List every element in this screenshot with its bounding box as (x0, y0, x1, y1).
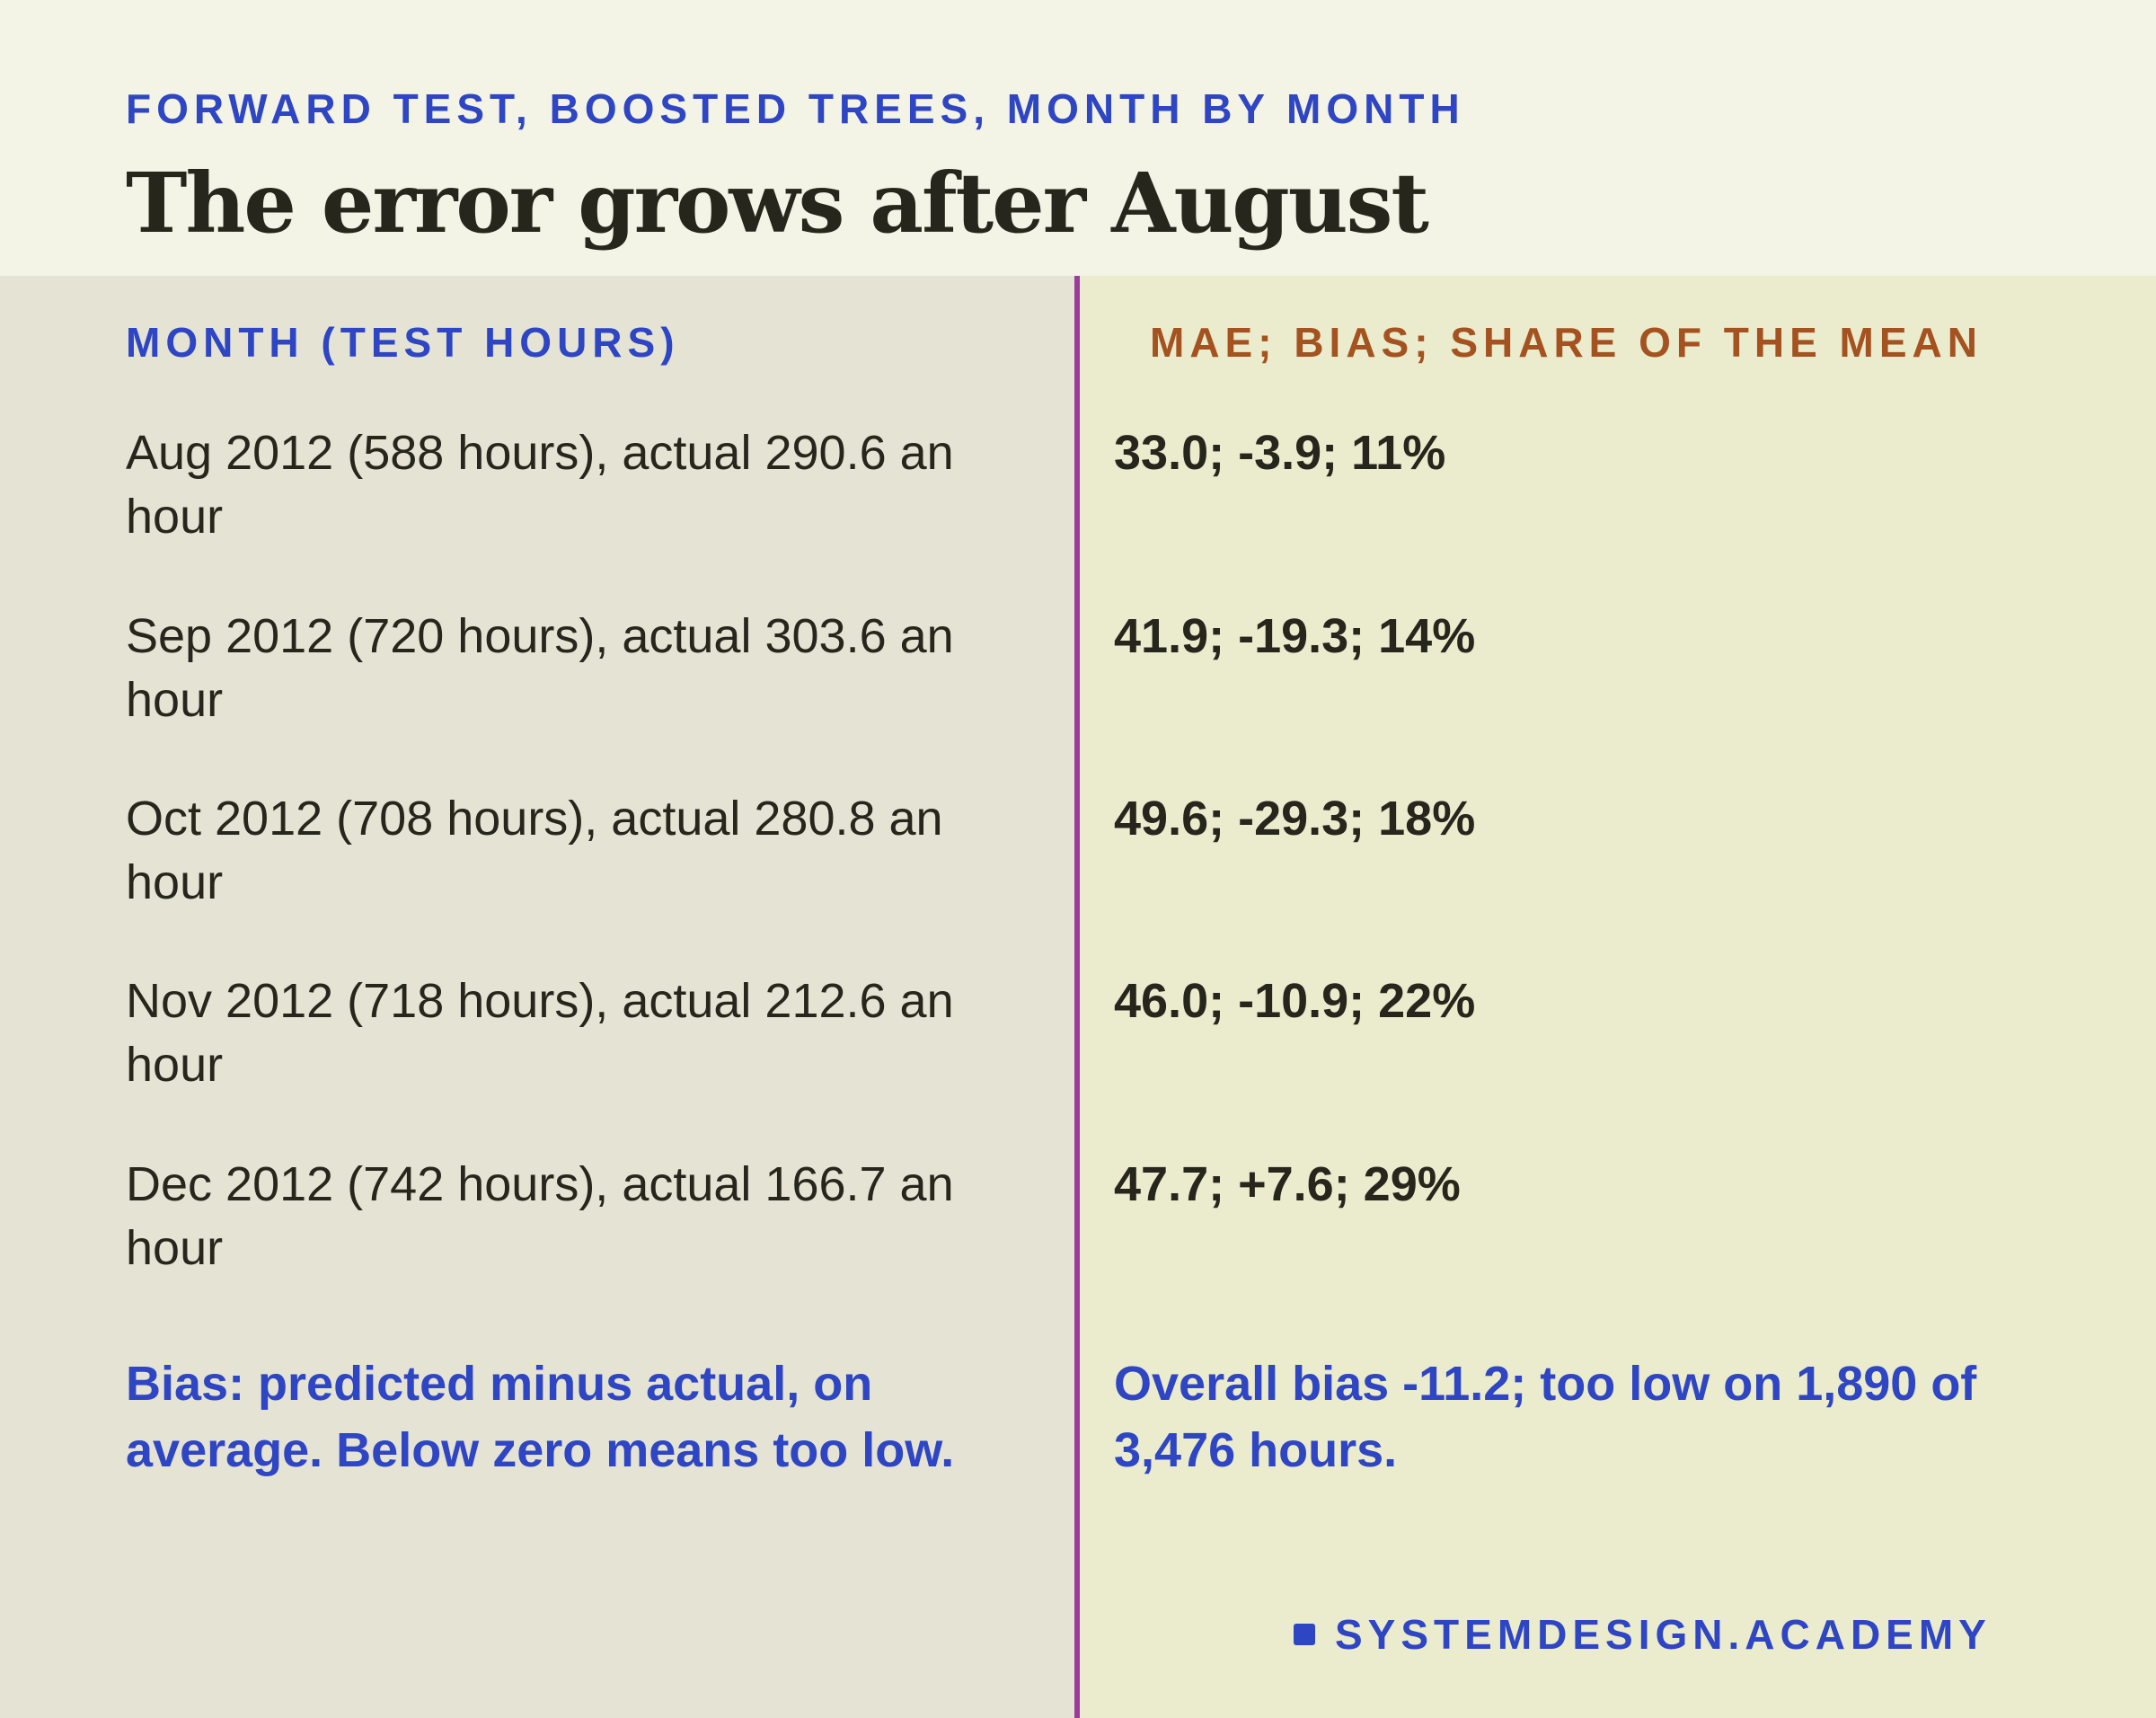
row-month-dec: Dec 2012 (742 hours), actual 166.7 an ho… (126, 1157, 954, 1275)
row-metrics-aug: 33.0; -3.9; 11% (1114, 426, 1446, 480)
page-title: The error grows after August (126, 155, 1429, 252)
row-month-oct: Oct 2012 (708 hours), actual 280.8 an ho… (126, 792, 943, 909)
metrics-column-panel (1080, 276, 2156, 1718)
row-month-sep: Sep 2012 (720 hours), actual 303.6 an ho… (126, 609, 954, 727)
row-metrics-sep: 41.9; -19.3; 14% (1114, 609, 1476, 663)
column-divider (1074, 276, 1080, 1718)
square-icon (1294, 1624, 1315, 1645)
row-metrics-nov: 46.0; -10.9; 22% (1114, 974, 1476, 1028)
page-eyebrow: FORWARD TEST, BOOSTED TREES, MONTH BY MO… (126, 85, 1465, 132)
page-header: FORWARD TEST, BOOSTED TREES, MONTH BY MO… (0, 0, 2156, 276)
row-month-nov: Nov 2012 (718 hours), actual 212.6 an ho… (126, 974, 954, 1092)
row-metrics-dec: 47.7; +7.6; 29% (1114, 1157, 1461, 1211)
brand-name: SYSTEMDESIGN.ACADEMY (1335, 1611, 1992, 1658)
month-column-heading: MONTH (TEST HOURS) (126, 319, 680, 366)
brand-footer: SYSTEMDESIGN.ACADEMY (1294, 1614, 1992, 1655)
row-month-aug: Aug 2012 (588 hours), actual 290.6 an ho… (126, 426, 954, 544)
row-metrics-oct: 49.6; -29.3; 18% (1114, 792, 1476, 846)
month-column-panel (0, 276, 1074, 1718)
overall-bias-note: Overall bias -11.2; too low on 1,890 of … (1114, 1357, 1977, 1477)
bias-definition-note: Bias: predicted minus actual, on average… (126, 1357, 955, 1477)
metrics-column-heading: MAE; BIAS; SHARE OF THE MEAN (1150, 319, 1983, 366)
